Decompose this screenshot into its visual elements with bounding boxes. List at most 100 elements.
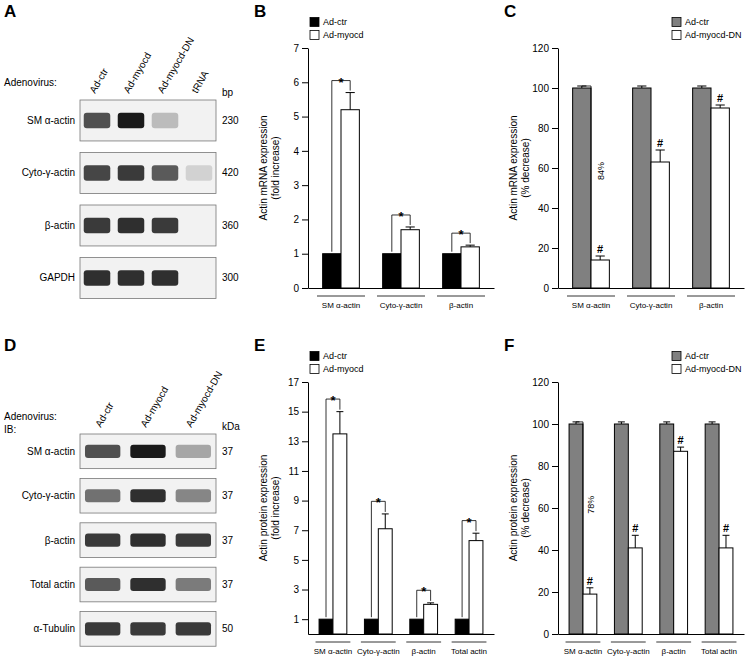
y-tick-mark xyxy=(552,128,558,129)
x-axis-line xyxy=(559,288,745,289)
error-bar-stem xyxy=(589,588,590,594)
lane-label: Ad-myocd xyxy=(138,385,170,429)
bracket-line xyxy=(339,399,340,410)
error-bar-cap xyxy=(656,150,665,151)
y-tick-mark xyxy=(302,501,308,502)
x-tick-label: SM α-actin xyxy=(572,301,610,310)
row-label: Cyto-γ-actin xyxy=(22,167,75,178)
y-axis: 020406080100120 xyxy=(532,377,558,640)
x-tick: β-actin xyxy=(449,288,473,310)
y-tick-mark xyxy=(302,471,308,472)
bracket-label: 84% xyxy=(596,162,606,180)
error-bar-stem xyxy=(475,533,476,540)
category-overline xyxy=(317,296,365,297)
significance-mark: * xyxy=(338,75,344,90)
bar xyxy=(674,451,688,634)
y-axis-title: Actin protein expression xyxy=(508,455,519,562)
y-tick: 5 xyxy=(293,111,308,122)
y-tick-mark xyxy=(552,634,558,635)
row-label: α-Tubulin xyxy=(33,623,75,634)
x-tick-label: β-actin xyxy=(662,647,686,656)
significance-mark: * xyxy=(467,515,473,530)
bar xyxy=(455,619,469,634)
legend-swatch xyxy=(672,352,681,361)
bar xyxy=(583,594,597,634)
bracket-line xyxy=(385,501,386,512)
plot-marks xyxy=(569,422,733,634)
x-axis-line xyxy=(309,288,495,289)
annotations: ####78% xyxy=(576,422,729,594)
bands xyxy=(84,270,213,286)
band xyxy=(186,113,213,129)
bar xyxy=(333,434,347,634)
error-bar-stem xyxy=(339,412,340,434)
significance-mark: * xyxy=(330,393,336,408)
y-tick: 4 xyxy=(293,146,308,157)
x-tick: Total actin xyxy=(701,634,737,656)
y-tick-label: 100 xyxy=(532,419,549,430)
bracket-line xyxy=(326,399,327,617)
panel-letter: A xyxy=(4,2,16,21)
error-bar xyxy=(663,422,670,424)
x-tick: SM α-actin xyxy=(314,634,352,656)
y-tick-label: 5 xyxy=(293,555,299,566)
bands xyxy=(85,534,211,547)
y-tick: 20 xyxy=(538,587,558,598)
band xyxy=(152,218,179,234)
y-axis-title: Actin mRNA expression xyxy=(508,115,519,220)
x-axis: SM α-actinCyto-γ-actinβ-actin xyxy=(559,288,745,310)
bar xyxy=(319,619,333,634)
size-label: 37 xyxy=(222,490,234,501)
size-label: 37 xyxy=(222,535,234,546)
y-tick-label: 80 xyxy=(538,123,550,134)
error-bar-stem xyxy=(725,535,726,548)
y-tick-mark xyxy=(302,185,308,186)
y-tick: 0 xyxy=(543,283,558,294)
y-tick: 9 xyxy=(293,495,308,506)
bar xyxy=(461,247,479,288)
legend-swatch xyxy=(672,18,681,27)
x-axis-line xyxy=(559,634,745,635)
bar xyxy=(424,604,438,634)
y-tick-label: 15 xyxy=(288,406,300,417)
y-tick: 100 xyxy=(532,83,558,94)
y-tick-label: 1 xyxy=(293,248,299,259)
significance-mark: # xyxy=(678,434,684,446)
x-tick-label: Total actin xyxy=(701,647,737,656)
y-tick-label: 7 xyxy=(293,43,299,54)
error-bar xyxy=(709,422,716,424)
x-tick-label: Cyto-γ-actin xyxy=(357,647,400,656)
category-overline xyxy=(567,296,615,297)
y-tick-label: 0 xyxy=(543,283,549,294)
band xyxy=(85,445,120,458)
legend: Ad-ctrAd-myocd xyxy=(310,351,364,374)
lane-label: Ad-ctr xyxy=(87,66,110,95)
bar xyxy=(705,424,719,634)
y-tick: 6 xyxy=(293,77,308,88)
x-tick-label: SM α-actin xyxy=(322,301,360,310)
blot-frame xyxy=(80,100,216,141)
bar xyxy=(633,88,651,288)
band xyxy=(130,534,165,547)
row-header: IB: xyxy=(4,424,16,435)
lane-label: Ad-myocd xyxy=(121,51,153,95)
blot-frame xyxy=(80,478,216,513)
band xyxy=(84,270,111,286)
y-tick-mark xyxy=(302,382,308,383)
x-tick: SM α-actin xyxy=(564,634,602,656)
y-tick: 120 xyxy=(532,43,558,54)
x-tick: β-actin xyxy=(412,634,436,656)
bar xyxy=(651,162,669,288)
error-bar xyxy=(586,588,593,594)
bar-panel: FActin protein expression(% decrease)020… xyxy=(504,336,745,656)
y-axis-line xyxy=(558,49,559,289)
y-tick-label: 6 xyxy=(293,77,299,88)
y-axis: 1357911131517 xyxy=(288,377,309,635)
legend-swatch xyxy=(310,18,319,27)
y-tick: 80 xyxy=(538,123,558,134)
x-tick-label: β-actin xyxy=(412,647,436,656)
plot-marks xyxy=(573,86,730,288)
band xyxy=(85,534,120,547)
row-label: β-actin xyxy=(45,220,75,231)
band xyxy=(176,622,211,635)
